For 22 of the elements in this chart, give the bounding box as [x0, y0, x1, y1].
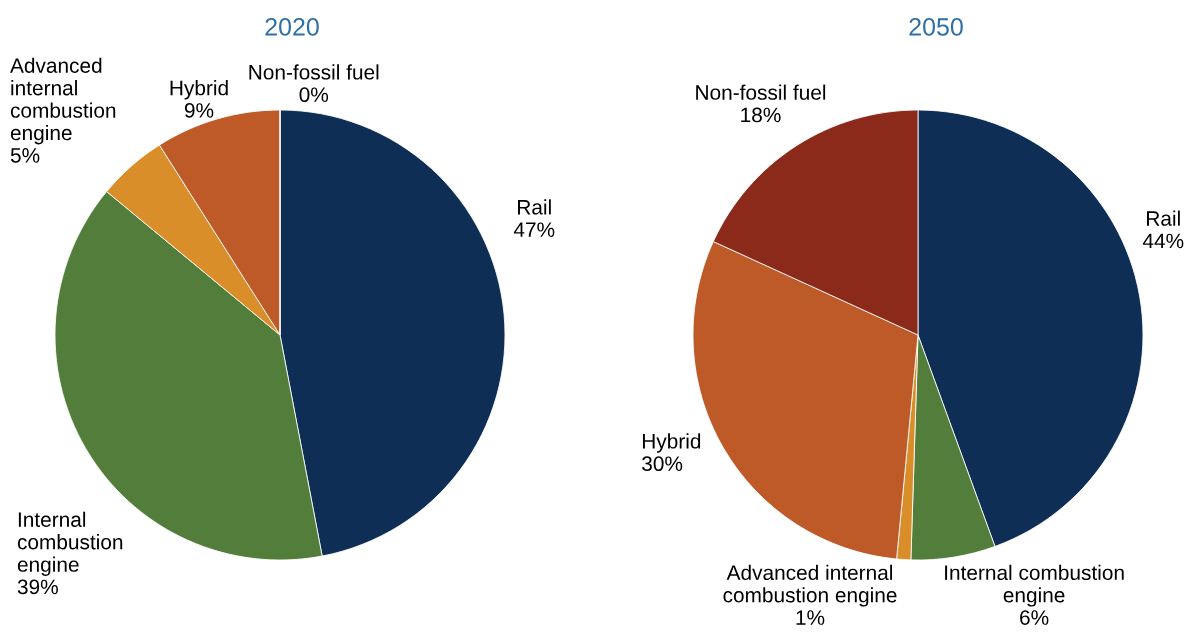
data-label: 47% — [513, 222, 555, 237]
data-label: 30% — [642, 456, 683, 472]
chart-title: 2020 — [265, 18, 319, 36]
data-label: 5% — [10, 148, 40, 163]
slice-label: Hybrid — [170, 80, 228, 100]
data-label: 6% — [1020, 610, 1049, 625]
slice-label: Internal combustion engine — [17, 511, 123, 576]
data-label: 1% — [796, 610, 825, 625]
text: 0% — [299, 87, 329, 103]
slice-label: Internal combustion engine — [945, 564, 1124, 607]
data-label: 9% — [184, 103, 214, 118]
slice-label: Hybrid — [642, 433, 701, 453]
slice-label: Non-fossil fuel — [696, 84, 826, 100]
slice-label: Advanced internal combustion engine — [723, 564, 897, 607]
data-label: 18% — [741, 107, 781, 123]
data-label: 39% — [17, 579, 58, 595]
chart-title: 2050 — [909, 18, 963, 36]
category-label: Non-fossil fuel — [249, 64, 379, 80]
slice-label: Rail — [1147, 210, 1180, 226]
slice-label: Advanced internal combustion engine — [10, 57, 116, 145]
data-label: 44% — [1142, 233, 1184, 249]
slice-label: Rail — [518, 199, 551, 215]
